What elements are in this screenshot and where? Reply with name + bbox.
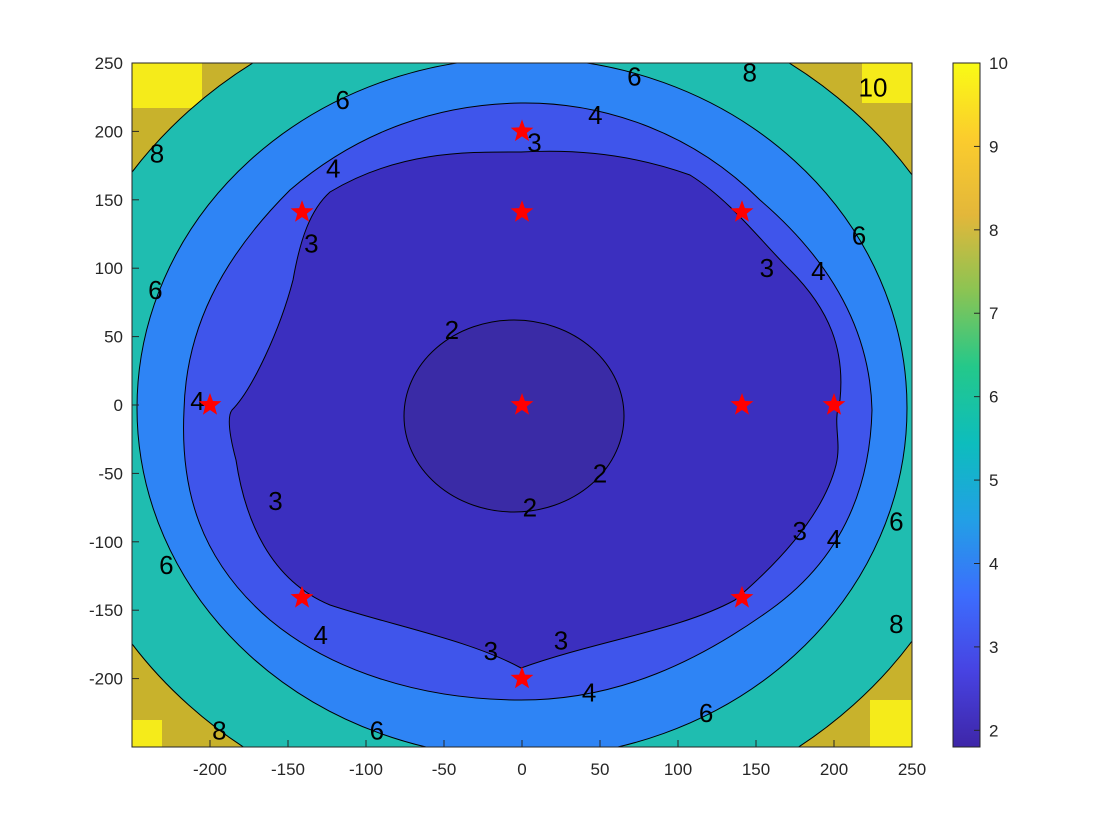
contour-label: 2: [523, 493, 537, 523]
fill-region-above-10-tr: [862, 63, 912, 103]
star-marker: [510, 119, 534, 142]
y-tick-label: -50: [98, 464, 123, 483]
colorbar-tick-label: 10: [989, 54, 1008, 73]
contour-fills: [132, 63, 912, 747]
colorbar-tick-label: 2: [989, 721, 998, 740]
colorbar-tick-label: 7: [989, 304, 998, 323]
x-tick-label: -150: [271, 760, 305, 779]
colorbar-tick-label: 9: [989, 137, 998, 156]
y-tick-label: -150: [89, 601, 123, 620]
colorbar-tick-label: 4: [989, 554, 998, 573]
contour-label: 3: [527, 127, 541, 157]
x-tick-label: -100: [349, 760, 383, 779]
contour-label: 8: [889, 609, 903, 639]
contour-label: 4: [314, 620, 328, 650]
x-tick-label: 50: [591, 760, 610, 779]
colorbar-bar: [952, 62, 981, 748]
star-marker: [510, 666, 534, 689]
fill-region-above-10-tl: [132, 63, 202, 108]
contour-label: 8: [150, 138, 164, 168]
contour-label: 6: [159, 550, 173, 580]
x-axis-ticks: -200 -150 -100 -50 0 50 100 150 200 250: [193, 740, 926, 779]
x-tick-label: -200: [193, 760, 227, 779]
y-tick-label: 200: [95, 122, 123, 141]
contour-label: 3: [484, 636, 498, 666]
x-tick-label: 0: [517, 760, 526, 779]
markers: [198, 119, 846, 689]
star-marker: [290, 200, 314, 222]
contour-label: 8: [212, 716, 226, 746]
y-tick-label: 0: [114, 396, 123, 415]
colorbar-tick-label: 5: [989, 471, 998, 490]
contour-label: 6: [335, 85, 349, 115]
y-tick-label: -200: [89, 670, 123, 689]
contour-label: 6: [370, 716, 384, 746]
star-marker: [730, 200, 754, 222]
contour-label: 4: [582, 677, 596, 707]
x-tick-label: -50: [432, 760, 457, 779]
star-marker: [290, 585, 314, 608]
y-tick-label: 100: [95, 259, 123, 278]
contour-label: 6: [699, 698, 713, 728]
y-tick-label: 150: [95, 191, 123, 210]
fill-region-below-2: [403, 319, 625, 513]
contour-label: 4: [588, 100, 602, 130]
colorbar-ticks: 10 9 8 7 6 5 4 3 2: [974, 54, 1008, 740]
star-marker: [730, 585, 754, 608]
y-axis-ticks: 250 200 150 100 50 0 -50 -100 -150 -200: [89, 54, 139, 689]
fill-region-above-10-br: [870, 700, 912, 747]
colorbar-tick-label: 3: [989, 638, 998, 657]
contour-label: 6: [852, 220, 866, 250]
colorbar-tick-label: 8: [989, 221, 998, 240]
colorbar: 10 9 8 7 6 5 4 3 2: [952, 54, 1008, 748]
star-marker: [822, 393, 846, 415]
contour-label: 4: [190, 386, 204, 416]
fill-region-above-10-bl: [132, 720, 162, 747]
contour-label: 6: [627, 62, 641, 92]
contour-label: 8: [743, 58, 757, 88]
contour-label: 4: [827, 524, 841, 554]
y-tick-label: 250: [95, 54, 123, 73]
x-tick-label: 250: [898, 760, 926, 779]
y-tick-label: -100: [89, 533, 123, 552]
contour-label: 3: [268, 486, 282, 516]
x-tick-label: 150: [742, 760, 770, 779]
x-tick-label: 100: [664, 760, 692, 779]
contour-label: 3: [304, 229, 318, 259]
contour-label: 4: [326, 153, 340, 183]
contour-label: 10: [859, 73, 888, 103]
colorbar-tick-label: 6: [989, 388, 998, 407]
contour-label: 3: [760, 253, 774, 283]
contour-label: 3: [554, 625, 568, 655]
contour-label: 2: [593, 458, 607, 488]
y-tick-label: 50: [104, 328, 123, 347]
contour-label: 6: [889, 506, 903, 536]
contour-label: 2: [445, 315, 459, 345]
star-marker: [510, 393, 534, 415]
star-marker: [198, 393, 222, 415]
contour-label: 3: [792, 516, 806, 546]
star-marker: [730, 393, 754, 415]
contour-label: 4: [811, 256, 825, 286]
contour-label: 6: [148, 275, 162, 305]
star-marker: [510, 200, 534, 222]
x-tick-label: 200: [820, 760, 848, 779]
